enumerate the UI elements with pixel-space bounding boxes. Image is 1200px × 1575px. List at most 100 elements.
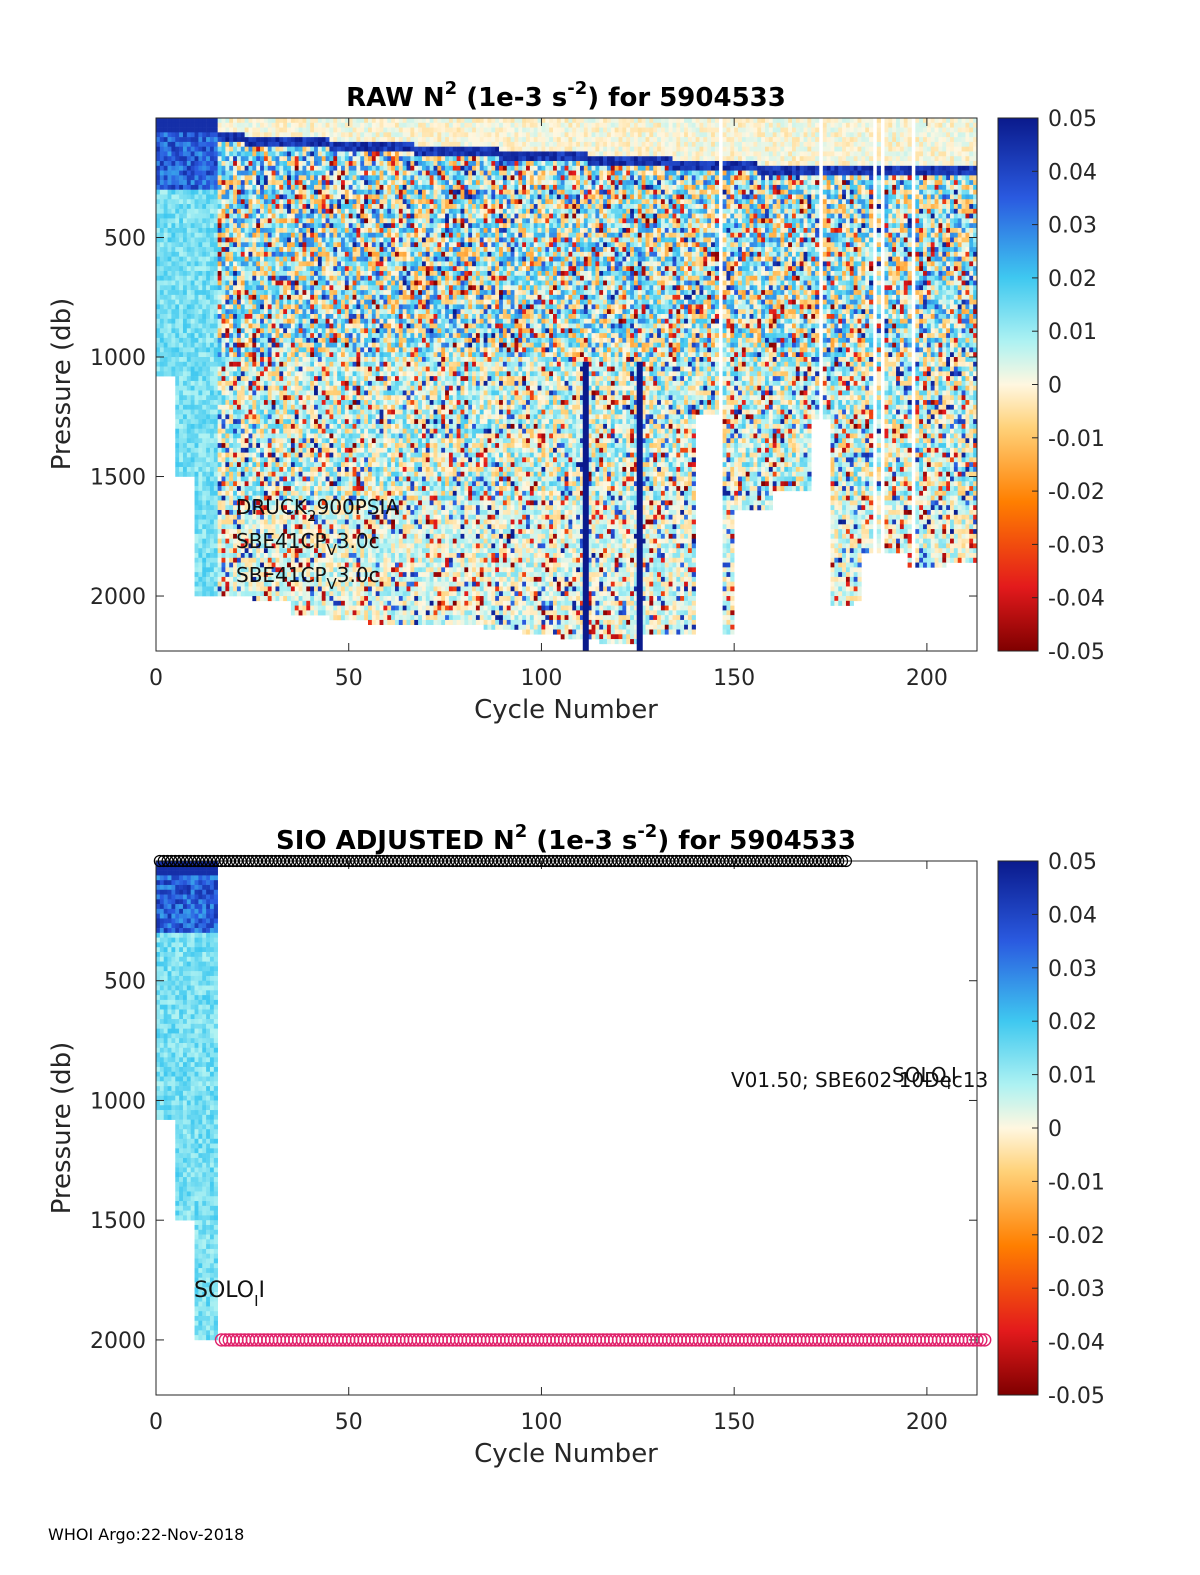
raw-cell: [341, 285, 346, 291]
raw-cell: [275, 318, 280, 324]
raw-cell: [240, 232, 245, 238]
raw-cell: [341, 471, 346, 477]
raw-cell: [325, 256, 330, 262]
raw-cell: [179, 313, 184, 320]
raw-cell: [175, 170, 180, 176]
raw-cell: [206, 304, 211, 310]
raw-cell: [325, 165, 330, 171]
raw-cell: [356, 146, 361, 152]
raw-cell: [341, 529, 346, 535]
raw-cell: [256, 553, 261, 559]
raw-cell: [317, 419, 323, 425]
raw-cell: [356, 404, 361, 410]
raw-cell: [279, 553, 284, 559]
raw-cell: [283, 423, 288, 430]
raw-cell: [202, 390, 207, 396]
raw-cell: [252, 118, 257, 124]
raw-cell: [287, 395, 292, 401]
raw-cell: [329, 524, 334, 530]
raw-cell: [229, 165, 234, 171]
raw-cell: [156, 175, 161, 181]
raw-cell: [163, 270, 168, 277]
raw-cell: [190, 457, 195, 463]
raw-cell: [348, 294, 353, 300]
raw-cell: [171, 237, 176, 243]
raw-cell: [217, 495, 222, 501]
raw-cell: [352, 261, 357, 267]
raw-cell: [344, 304, 350, 310]
raw-cell: [321, 275, 326, 281]
raw-cell: [344, 318, 350, 324]
raw-cell: [252, 146, 257, 152]
raw-cell: [263, 433, 269, 439]
raw-cell: [352, 180, 357, 186]
raw-cell: [310, 390, 315, 396]
raw-cell: [310, 380, 315, 386]
raw-cell: [221, 313, 226, 320]
raw-cell: [248, 156, 253, 162]
raw-cell: [325, 557, 330, 563]
raw-cell: [344, 247, 350, 253]
raw-cell: [263, 328, 269, 334]
raw-cell: [275, 371, 280, 377]
raw-cell: [298, 452, 303, 458]
raw-cell: [271, 247, 276, 253]
raw-cell: [302, 433, 307, 439]
raw-cell: [221, 538, 226, 544]
raw-cell: [321, 189, 326, 195]
raw-cell: [271, 514, 276, 520]
raw-cell: [244, 524, 249, 530]
raw-cell: [325, 567, 330, 573]
raw-cell: [244, 466, 249, 473]
raw-cell: [256, 500, 261, 506]
raw-cell: [321, 151, 326, 157]
raw-cell: [217, 337, 222, 343]
raw-cell: [294, 261, 299, 267]
raw-cell: [306, 352, 311, 358]
raw-cell: [341, 438, 346, 444]
raw-cell: [317, 318, 323, 324]
raw-cell: [321, 433, 326, 439]
raw-cell: [271, 146, 276, 152]
raw-cell: [329, 519, 334, 525]
raw-cell: [244, 337, 249, 343]
raw-cell: [190, 266, 195, 272]
raw-cell: [256, 457, 261, 463]
raw-cell: [225, 227, 230, 234]
raw-cell: [329, 256, 334, 262]
raw-cell: [329, 366, 334, 372]
raw-cell: [240, 557, 245, 563]
raw-cell: [194, 557, 199, 563]
raw-cell: [310, 361, 315, 367]
raw-cell: [275, 270, 280, 277]
raw-cell: [275, 404, 280, 410]
raw-cell: [279, 141, 284, 147]
raw-cell: [236, 376, 242, 382]
raw-cell: [329, 586, 334, 592]
raw-cell: [333, 161, 338, 167]
raw-cell: [213, 404, 218, 410]
raw-cell: [179, 452, 184, 458]
raw-cell: [310, 505, 315, 511]
raw-cell: [198, 462, 203, 468]
raw-cell: [287, 586, 292, 592]
raw-cell: [290, 199, 296, 205]
raw-cell: [244, 180, 249, 186]
raw-cell: [341, 141, 346, 147]
raw-cell: [256, 433, 261, 439]
raw-cell: [260, 213, 265, 219]
raw-cell: [310, 328, 315, 334]
raw-cell: [171, 342, 176, 348]
raw-cell: [290, 400, 296, 406]
raw-cell: [317, 400, 323, 406]
raw-cell: [163, 227, 168, 234]
raw-cell: [198, 529, 203, 535]
raw-cell: [186, 161, 191, 167]
raw-cell: [206, 452, 211, 458]
raw-cell: [186, 361, 191, 367]
raw-cell: [298, 156, 303, 162]
raw-cell: [290, 443, 296, 449]
raw-cell: [248, 586, 253, 592]
raw-cell: [344, 156, 350, 162]
raw-cell: [294, 318, 299, 324]
